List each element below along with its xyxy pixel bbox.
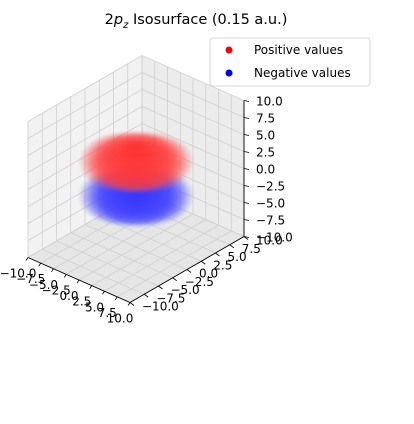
isosurface-point-series-positive	[103, 131, 169, 155]
y-tick-label-mark	[186, 269, 192, 273]
isosurface-points	[76, 129, 196, 229]
y-tick-label: 0.0	[199, 267, 218, 281]
z-tick-label: 2.5	[256, 146, 275, 160]
x-tick-label: −2.5	[42, 283, 71, 297]
tick-labels: −10.0−7.5−5.0−2.50.02.55.07.510.0−10.0−7…	[0, 95, 293, 326]
z-tick-label: −5.0	[256, 197, 285, 211]
legend-label-negative: Negative values	[254, 66, 351, 80]
legend-label-positive: Positive values	[254, 43, 343, 57]
y-tick-label: −7.5	[156, 291, 185, 305]
z-tick-label-mark	[243, 151, 250, 153]
x-tick-label-mark	[38, 262, 42, 267]
y-tick-label: −10.0	[142, 300, 179, 314]
z-tick-label: 0.0	[256, 163, 275, 177]
chart-title: 2pz Isosurface (0.15 a.u.)	[105, 12, 288, 31]
z-tick-label-mark	[243, 202, 250, 204]
legend-box	[209, 37, 371, 87]
x-tick-label-mark	[127, 302, 131, 306]
y-tick-label-mark	[172, 277, 177, 282]
grid-line-left-z	[27, 106, 143, 173]
z-tick-label-mark	[243, 117, 250, 119]
z-tick-label-mark	[243, 168, 250, 170]
grid-line-back-z	[141, 123, 245, 169]
legend-marker-positive	[225, 46, 233, 54]
z-tick-label-mark	[243, 100, 250, 102]
z-tick-label: −7.5	[256, 214, 285, 228]
grid-line-back-z	[141, 89, 245, 135]
grid-line-floor-x	[117, 230, 232, 298]
grid-line-left-z	[27, 89, 143, 156]
x-tick-label: −7.5	[16, 272, 45, 286]
x-tick-label: 0.0	[59, 289, 78, 303]
y-tick-label: 2.5	[213, 258, 232, 272]
grid-line-back-z	[141, 55, 245, 101]
grid-line-floor-x	[91, 219, 206, 286]
x-tick-label: 7.5	[98, 306, 117, 320]
z-tick-label: 7.5	[256, 112, 275, 126]
grid-line-back-z	[141, 106, 245, 152]
x-tick-label-mark	[51, 268, 54, 272]
grid-line-floor-x	[104, 224, 219, 292]
x-tick-label: 5.0	[85, 300, 104, 314]
x-tick-label-mark	[114, 296, 118, 301]
y-tick-label-mark	[129, 302, 135, 306]
x-tick-label: −10.0	[0, 267, 36, 281]
y-tick-label-mark	[215, 252, 220, 257]
z-tick-label: 5.0	[256, 129, 275, 143]
z-tick-label: −2.5	[256, 180, 285, 194]
z-tick-label-mark	[243, 219, 250, 221]
grid-line-back-z	[141, 72, 245, 118]
y-tick-label: −5.0	[171, 283, 200, 297]
y-tick-label: −2.5	[185, 275, 214, 289]
y-tick-label: 10.0	[256, 234, 283, 248]
x-tick-label-mark	[63, 274, 67, 278]
z-tick-label-mark	[243, 134, 250, 136]
grid-line-left-z	[27, 55, 143, 122]
z-tick-label-mark	[243, 236, 250, 238]
grid-line-floor-y	[84, 224, 188, 270]
legend-marker-negative	[225, 69, 233, 77]
legend: Positive values Negative values	[209, 37, 371, 87]
z-tick-label-mark	[243, 185, 250, 187]
x-tick-label-mark	[89, 285, 93, 289]
z-tick-label: 10.0	[256, 95, 283, 109]
x-tick-label: 10.0	[107, 312, 134, 326]
x-tick-label: 2.5	[72, 295, 91, 309]
y-tick-label: 5.0	[228, 250, 247, 264]
y-tick-label: 7.5	[242, 242, 261, 256]
y-tick-label-mark	[144, 293, 149, 298]
x-tick-label-mark	[102, 291, 105, 295]
y-tick-label-mark	[229, 244, 234, 249]
x-tick-label: −5.0	[29, 278, 58, 292]
grid-line-left-z	[27, 72, 143, 139]
y-tick-label-mark	[201, 260, 206, 265]
y-tick-label-mark	[158, 285, 163, 290]
z-tick-label: −10.0	[256, 231, 293, 245]
x-tick-label-mark	[25, 257, 29, 261]
x-tick-label-mark	[76, 279, 80, 284]
